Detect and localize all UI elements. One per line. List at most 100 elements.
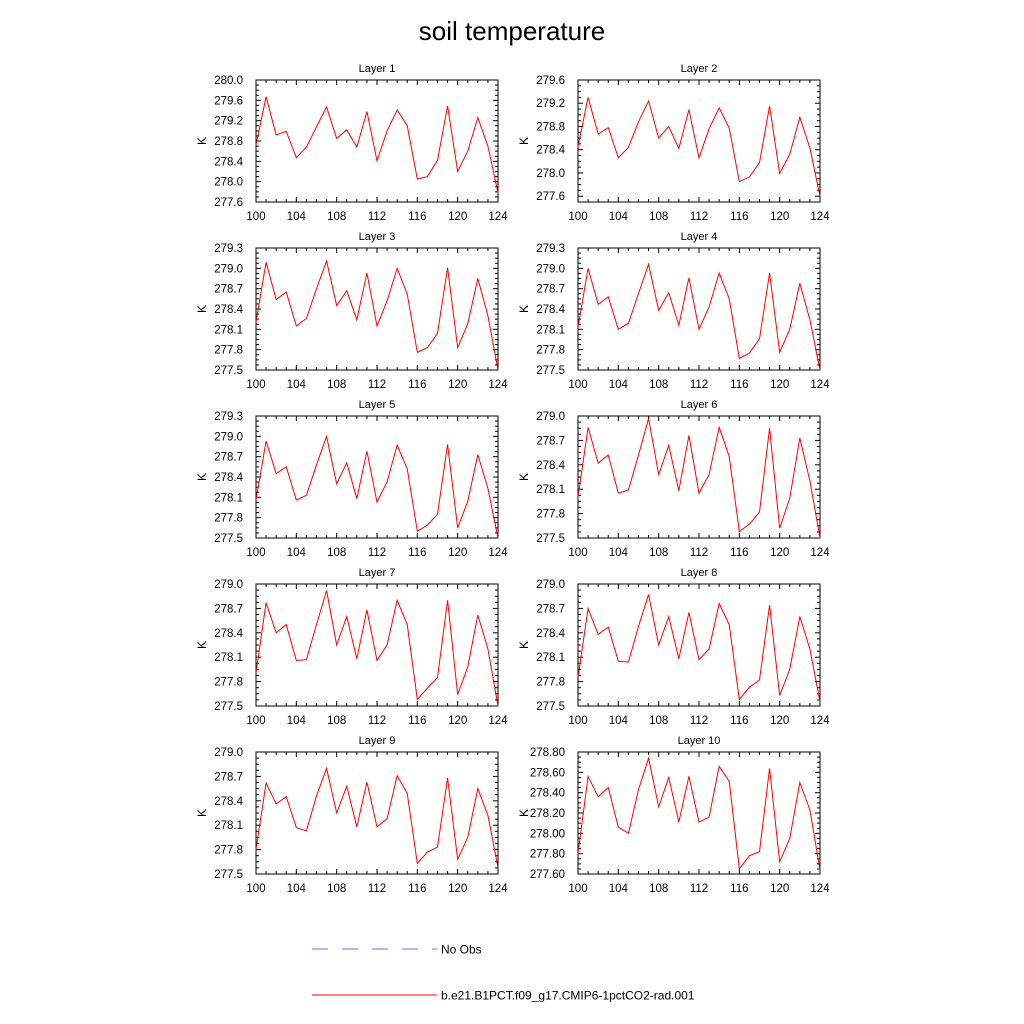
series-line [255, 259, 499, 371]
plot-frame [577, 583, 821, 707]
x-tick-label: 108 [649, 715, 668, 727]
series-line [577, 97, 821, 197]
y-tick-label: 279.0 [536, 263, 565, 275]
y-tick-label: 279.6 [536, 75, 565, 87]
x-tick-label: 112 [690, 715, 708, 727]
plot-frame [255, 415, 499, 539]
x-tick-label: 120 [448, 883, 467, 895]
y-tick-label: 277.60 [530, 869, 565, 881]
y-tick-label: 277.5 [536, 365, 565, 377]
x-tick-label: 124 [810, 883, 830, 895]
x-tick-label: 104 [609, 547, 629, 559]
layer-panel: Layer 6 K 100 104 108 112 116 120 124 277.5 277.8 2… [517, 399, 830, 559]
panel-title: Layer 4 [681, 231, 718, 243]
y-tick-label: 278.4 [214, 304, 243, 316]
y-tick-label: 278.0 [214, 177, 243, 189]
y-tick-label: 278.7 [214, 603, 243, 615]
y-tick-label: 277.8 [536, 345, 565, 357]
x-tick-label: 120 [770, 715, 789, 727]
y-axis-label: K [195, 305, 209, 313]
x-tick-label: 124 [488, 715, 508, 727]
layer-panel: Layer 1 K 100 104 108 112 116 120 124 277.6 278.0 2… [195, 63, 508, 223]
y-axis-label: K [517, 641, 531, 649]
y-tick-label: 277.5 [536, 533, 565, 545]
y-axis-label: K [195, 473, 209, 481]
panel-title: Layer 1 [359, 63, 396, 75]
x-tick-label: 124 [810, 379, 830, 391]
y-tick-label: 278.4 [214, 156, 243, 168]
y-tick-label: 279.0 [214, 747, 243, 759]
x-tick-label: 104 [287, 211, 307, 223]
series-line [577, 262, 821, 371]
x-tick-label: 120 [770, 883, 789, 895]
y-tick-label: 277.8 [214, 845, 243, 857]
plot-frame [255, 247, 499, 371]
y-tick-label: 279.0 [536, 579, 565, 591]
x-tick-label: 124 [810, 211, 830, 223]
y-axis-label: K [195, 137, 209, 145]
x-tick-label: 124 [810, 547, 830, 559]
x-tick-label: 112 [690, 211, 708, 223]
plot-frame [577, 79, 821, 203]
x-tick-label: 108 [327, 715, 346, 727]
y-tick-label: 278.7 [536, 284, 565, 296]
y-tick-label: 279.0 [214, 579, 243, 591]
x-tick-label: 100 [246, 883, 265, 895]
x-tick-label: 124 [488, 211, 508, 223]
x-tick-label: 100 [246, 547, 265, 559]
panels: Layer 1 K 100 104 108 112 116 120 124 277.6 278.0 2… [195, 63, 830, 895]
layer-panel: Layer 7 K 100 104 108 112 116 120 124 277.5 277.8 2… [195, 567, 508, 727]
series-line [577, 756, 821, 871]
series-line [255, 434, 499, 539]
legend: No Obs b.e21.B1PCT.f09_g17.CMIP6-1pctCO2… [312, 943, 695, 1003]
panel-title: Layer 7 [359, 567, 396, 579]
y-tick-label: 277.5 [214, 869, 243, 881]
x-tick-label: 112 [690, 379, 708, 391]
x-tick-label: 104 [287, 715, 307, 727]
y-tick-label: 277.8 [214, 677, 243, 689]
y-tick-label: 279.0 [536, 411, 565, 423]
x-tick-label: 100 [246, 211, 265, 223]
x-tick-label: 108 [327, 211, 346, 223]
x-tick-label: 120 [448, 715, 467, 727]
y-tick-label: 278.80 [530, 747, 565, 759]
y-tick-label: 278.1 [214, 492, 243, 504]
y-tick-label: 277.8 [536, 677, 565, 689]
y-tick-label: 278.4 [536, 145, 565, 157]
panel-title: Layer 8 [681, 567, 718, 579]
x-tick-label: 108 [649, 883, 668, 895]
x-tick-label: 120 [448, 379, 467, 391]
layer-panel: Layer 4 K 100 104 108 112 116 120 124 277.5 277.8 2… [517, 231, 830, 391]
y-tick-label: 278.7 [214, 771, 243, 783]
y-tick-label: 278.7 [214, 284, 243, 296]
x-tick-label: 116 [730, 211, 748, 223]
y-axis-label: K [195, 641, 209, 649]
series-line [255, 96, 499, 193]
x-tick-label: 116 [730, 715, 748, 727]
x-tick-label: 112 [368, 211, 386, 223]
x-tick-label: 120 [448, 547, 467, 559]
y-tick-label: 279.3 [214, 411, 243, 423]
y-tick-label: 278.00 [530, 828, 565, 840]
y-tick-label: 278.4 [536, 304, 565, 316]
x-tick-label: 116 [408, 379, 426, 391]
y-tick-label: 278.1 [214, 820, 243, 832]
figure-title: soil temperature [419, 16, 605, 46]
y-tick-label: 278.4 [536, 460, 565, 472]
x-tick-label: 104 [287, 883, 307, 895]
x-tick-label: 100 [246, 379, 265, 391]
series-line [255, 766, 499, 868]
series-line [577, 418, 821, 539]
x-tick-label: 108 [649, 379, 668, 391]
x-tick-label: 104 [609, 211, 629, 223]
y-tick-label: 277.8 [214, 513, 243, 525]
y-axis-label: K [195, 809, 209, 817]
y-tick-label: 278.4 [214, 796, 243, 808]
x-tick-label: 100 [568, 211, 587, 223]
plot-frame [577, 247, 821, 371]
y-tick-label: 277.6 [536, 191, 565, 203]
panel-title: Layer 9 [359, 735, 396, 747]
y-tick-label: 279.6 [214, 95, 243, 107]
y-tick-label: 278.4 [214, 472, 243, 484]
